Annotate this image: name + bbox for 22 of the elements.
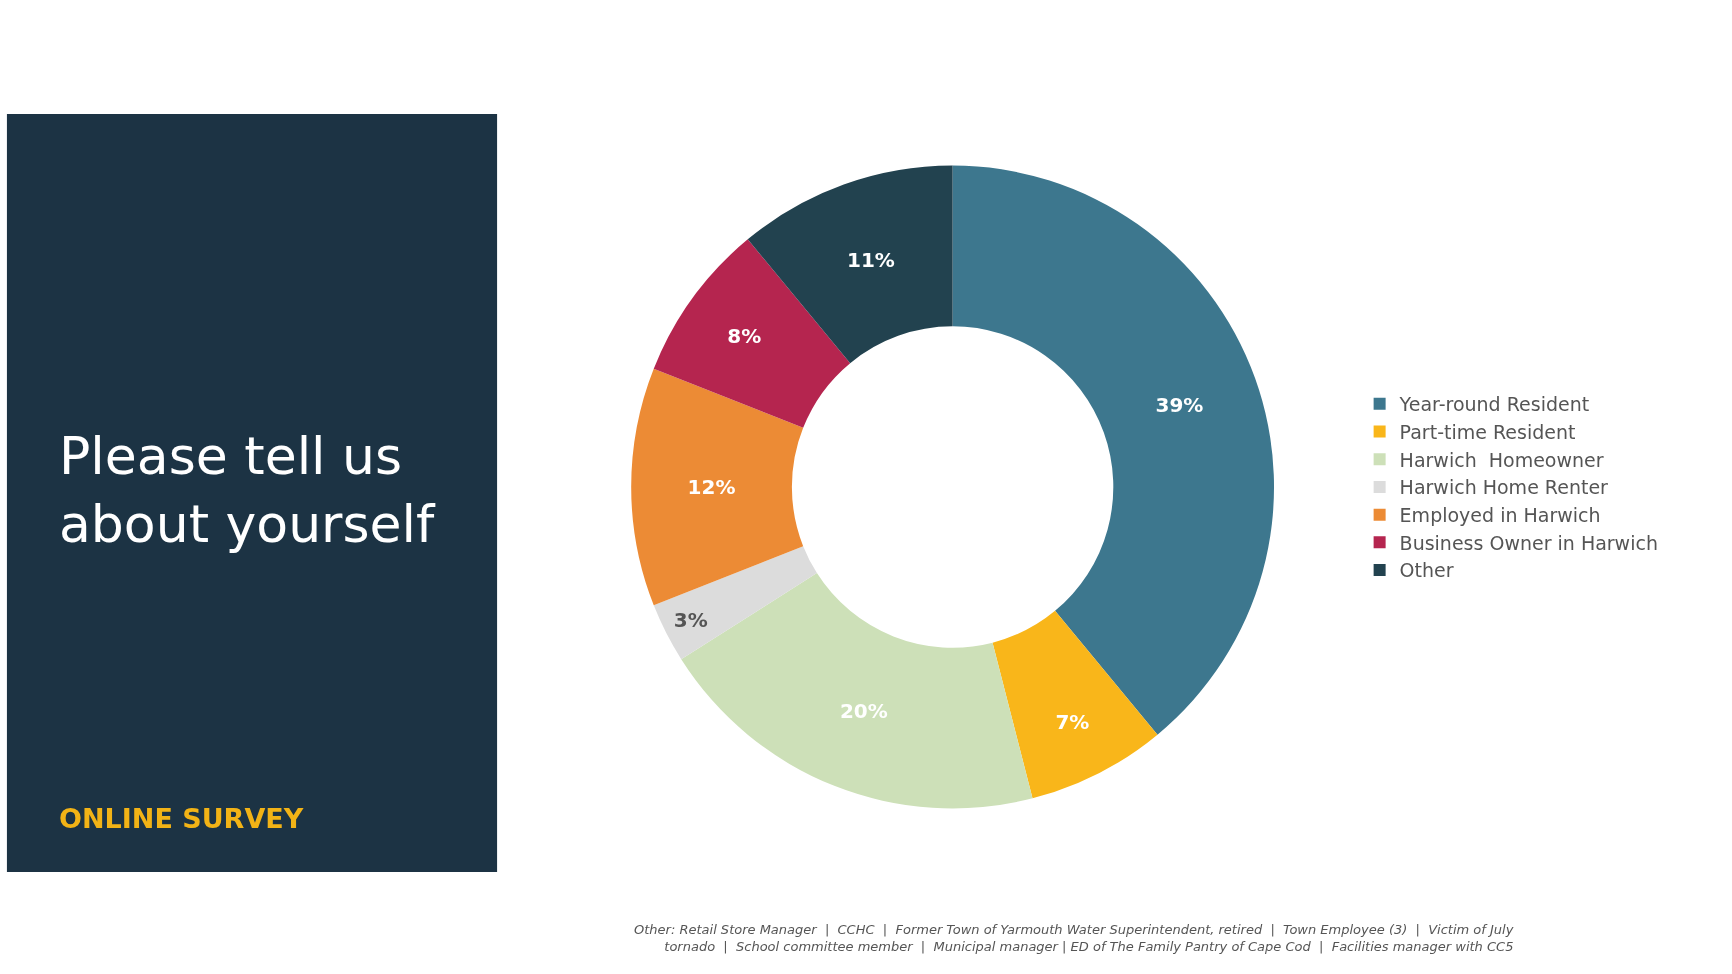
legend-label: Employed in Harwich xyxy=(1399,504,1601,527)
data-label: 20% xyxy=(839,699,888,724)
legend-label: Year-round Resident xyxy=(1398,393,1590,416)
legend-label: Harwich Homeowner xyxy=(1399,448,1604,471)
text: ONLINE SURVEY xyxy=(59,803,304,834)
data-label: 7% xyxy=(1055,710,1090,735)
data-label: 11% xyxy=(847,248,895,273)
data-label: 39% xyxy=(1155,393,1204,418)
legend-label: Harwich Home Renter xyxy=(1399,476,1609,499)
text: Other: Retail Store Manager | CCHC | Former Town of Yarmouth Water Superintendent, retired | Town Employee (3) | Victim of July tornado | School committee member | Municipal manager | ED of The Family Pantry of Cape Cod | Facilities manager with CC5 xyxy=(634,922,1514,954)
legend-label: Other xyxy=(1399,559,1454,582)
text: Please tell us about yourself xyxy=(59,426,437,554)
donut-slice xyxy=(631,368,804,606)
donut-slice xyxy=(952,165,1274,735)
donut-slice xyxy=(992,610,1158,799)
data-label: 8% xyxy=(727,323,762,348)
donut-slice xyxy=(653,546,817,660)
data-label: 12% xyxy=(687,475,736,499)
legend-label: Business Owner in Harwich xyxy=(1399,531,1658,554)
donut-slice xyxy=(653,239,851,428)
data-label: 3% xyxy=(673,608,708,633)
legend-label: Part-time Resident xyxy=(1399,420,1576,443)
